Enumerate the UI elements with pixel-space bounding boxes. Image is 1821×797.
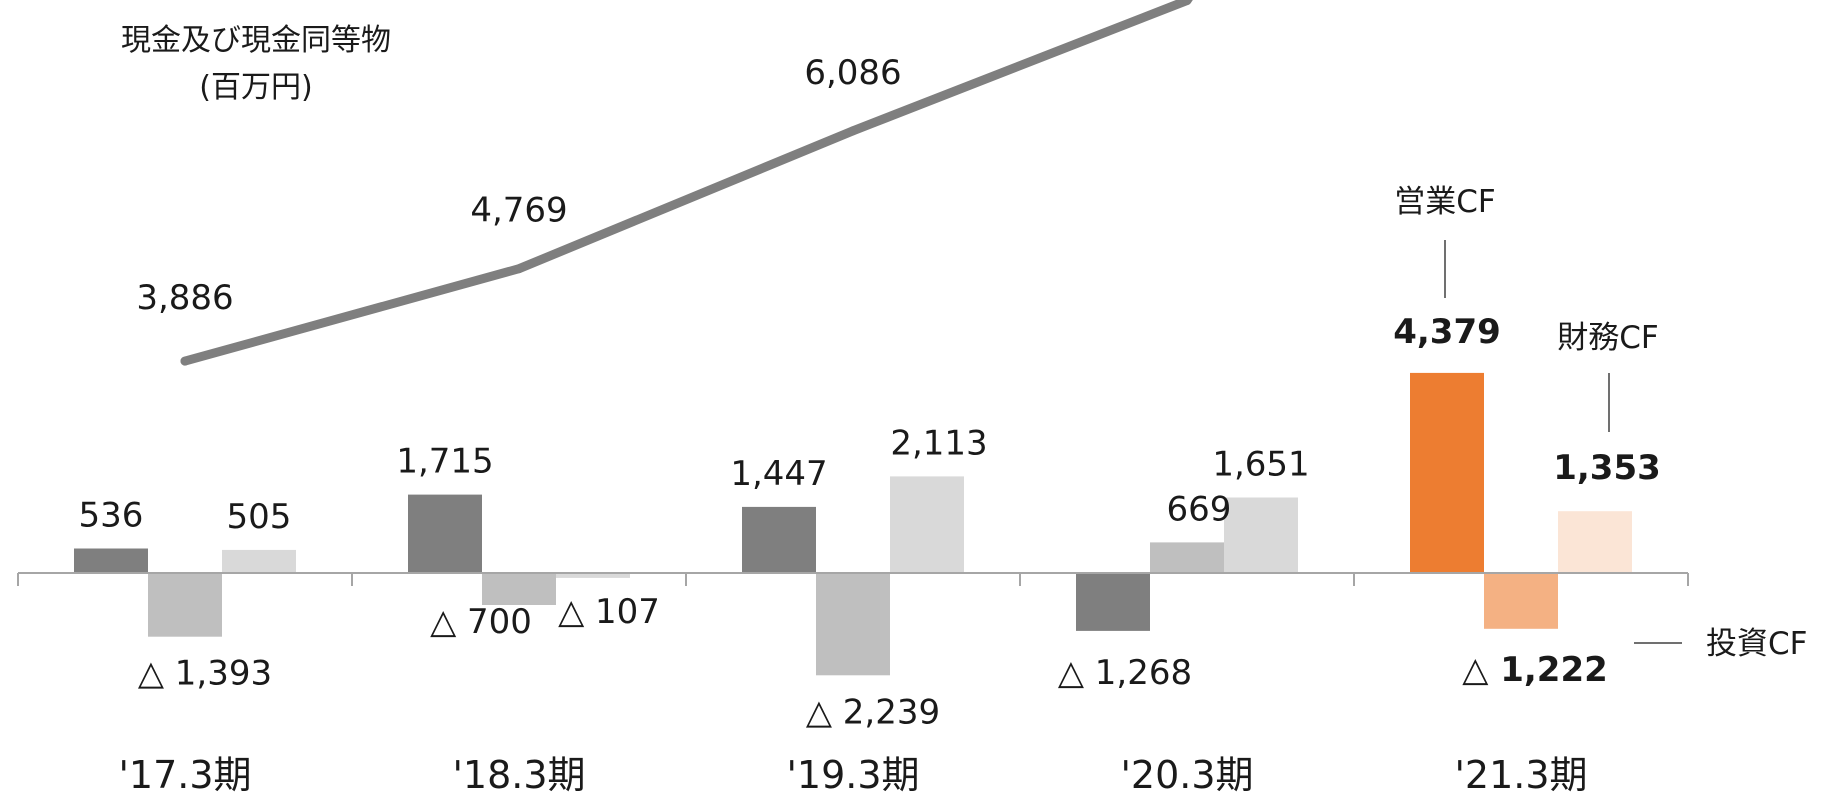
bar-3-2 — [556, 573, 630, 578]
bar-data-label: △ 1,268 — [1058, 653, 1192, 693]
bar-1-5 — [1410, 372, 1484, 573]
bar-data-label: △ 700 — [430, 602, 532, 642]
bar-data-label: 536 — [79, 496, 144, 536]
category-tick-label: '18.3期 — [452, 753, 585, 797]
bar-2-3 — [816, 573, 890, 676]
cash-line-point — [1182, 0, 1192, 5]
cash-line-point — [180, 356, 190, 366]
line-title-line2: (百万円) — [199, 70, 312, 105]
bar-data-label: 1,447 — [730, 454, 827, 494]
bar-data-label: 4,379 — [1393, 312, 1501, 352]
line-data-label: 6,086 — [804, 53, 901, 93]
bar-3-3 — [890, 476, 964, 573]
labels-layer: 3,8864,7696,0867,33011,8945361,7151,447△… — [79, 53, 1661, 733]
category-tick-label: '17.3期 — [118, 753, 251, 797]
bar-1-3 — [742, 506, 816, 573]
cash-line-point — [514, 264, 524, 274]
bar-data-label: 1,715 — [396, 442, 493, 482]
bar-2-5 — [1484, 573, 1558, 629]
bar-2-1 — [148, 573, 222, 637]
bar-data-label: 2,113 — [890, 423, 987, 463]
bar-data-label: △ 1,393 — [138, 654, 272, 694]
bar-1-2 — [408, 494, 482, 573]
callout-financing-label: 財務CF — [1557, 320, 1658, 356]
bar-data-label: △ 2,239 — [806, 692, 940, 732]
bar-2-4 — [1150, 542, 1224, 573]
category-axis: '17.3期 '18.3期 '19.3期 '20.3期 '21.3期 — [17, 572, 1689, 797]
bar-3-4 — [1224, 497, 1298, 573]
line-data-label: 4,769 — [470, 191, 567, 231]
category-tick-label: '21.3期 — [1454, 753, 1587, 797]
bar-data-label: △ 107 — [558, 592, 660, 632]
callout-operating-label: 営業CF — [1394, 184, 1495, 220]
line-layer — [180, 0, 1193, 366]
line-series-title: 現金及び現金同等物 (百万円) — [121, 23, 391, 105]
bar-3-5 — [1558, 511, 1632, 573]
bar-3-1 — [222, 549, 296, 573]
line-data-label: 3,886 — [136, 278, 233, 318]
callouts-layer: 営業CF 財務CF 投資CF — [1394, 184, 1807, 662]
bar-data-label: 669 — [1167, 489, 1232, 529]
bar-1-1 — [74, 548, 148, 573]
line-title-line1: 現金及び現金同等物 — [121, 23, 391, 58]
bar-2-2 — [482, 573, 556, 605]
category-tick-label: '19.3期 — [786, 753, 919, 797]
bar-data-label: △ 1,222 — [1462, 650, 1608, 690]
category-tick-label: '20.3期 — [1120, 753, 1253, 797]
bar-data-label: 505 — [227, 497, 292, 537]
bar-data-label: 1,651 — [1212, 445, 1309, 485]
cash-line-point — [848, 126, 858, 136]
bar-data-label: 1,353 — [1553, 448, 1661, 488]
bars-layer — [74, 372, 1632, 676]
callout-investing-label: 投資CF — [1706, 626, 1807, 662]
bar-1-4 — [1076, 573, 1150, 631]
